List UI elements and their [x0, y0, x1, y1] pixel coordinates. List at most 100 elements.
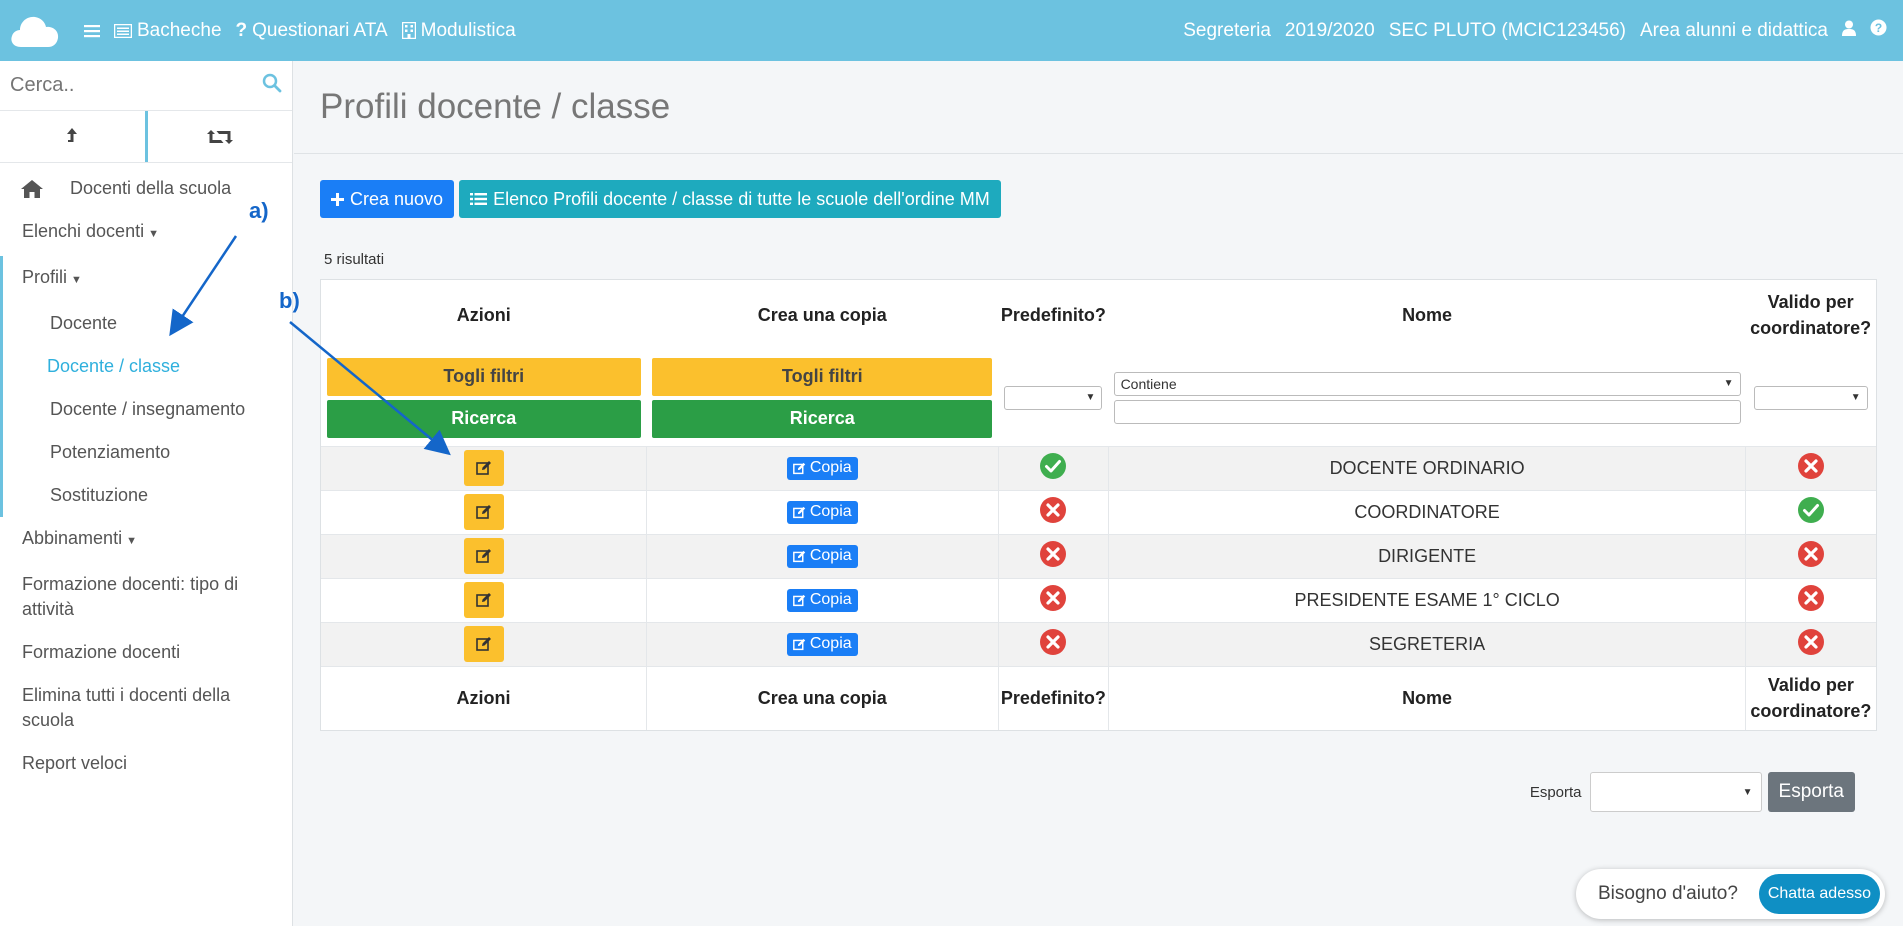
edit-button[interactable]: [463, 450, 504, 486]
col-header-azioni[interactable]: Azioni: [456, 305, 511, 325]
caret-down-icon: ▼: [1085, 392, 1096, 404]
sidebar-item-elenchi[interactable]: Elenchi docenti ▼: [0, 210, 292, 256]
sidebar-item-abbinamenti[interactable]: Abbinamenti ▼: [0, 517, 292, 563]
cell-predefinito: [997, 577, 1109, 622]
annotation-label-a: a): [249, 198, 269, 223]
sidebar-item-formazione[interactable]: Formazione docenti: [22, 642, 181, 662]
copy-button[interactable]: Copia: [786, 588, 858, 612]
export-label: Esporta: [1529, 783, 1582, 801]
sidebar-item-elimina[interactable]: Elimina tutti i docenti della scuola: [22, 685, 231, 730]
export-button[interactable]: Esporta: [1767, 772, 1855, 812]
sidebar-tabs: [0, 111, 292, 163]
sidebar-group-profili: Profili ▼ Docente Docente / classe Docent…: [0, 256, 292, 517]
clear-filters-button[interactable]: Togli filtri: [652, 357, 993, 396]
role-selector[interactable]: Segreteria: [1183, 19, 1271, 41]
cell-valido: [1744, 445, 1876, 490]
search-icon[interactable]: [262, 73, 282, 98]
copy-button-label: Copia: [809, 635, 852, 652]
tab-switch[interactable]: [148, 111, 293, 162]
sidebar-item-profili[interactable]: Profili ▼: [3, 256, 292, 302]
cell-predefinito: [997, 489, 1109, 534]
col-header-predefinito[interactable]: Predefinito?: [1000, 305, 1106, 325]
help-icon[interactable]: ?: [1870, 19, 1887, 42]
main-content: Profili docente / classe Crea nuovo Elen…: [294, 61, 1903, 926]
search-input[interactable]: [10, 74, 250, 97]
cell-nome: DOCENTE ORDINARIO: [1108, 445, 1746, 490]
question-icon: ?: [235, 19, 248, 41]
search-button[interactable]: Ricerca: [326, 399, 641, 438]
clear-filters-button[interactable]: Togli filtri: [326, 357, 641, 396]
profiles-table: Azioni Crea una copia Predefinito? Nome …: [320, 279, 1877, 731]
sidebar-item-docente-insegnamento[interactable]: Docente / insegnamento: [50, 399, 246, 419]
sidebar-item-docente-classe[interactable]: Docente / classe: [47, 356, 181, 376]
search-button[interactable]: Ricerca: [652, 399, 993, 438]
sidebar-item-home[interactable]: Docenti della scuola: [0, 167, 292, 210]
predefinito-filter-select[interactable]: ▼: [1004, 385, 1103, 410]
filter-row: Togli filtri Ricerca Togli filtri Ricerc…: [321, 350, 1876, 446]
col-footer-valido: Valido per coordinatore?: [1744, 665, 1876, 730]
cell-predefinito: [997, 533, 1109, 578]
export-format-select[interactable]: ▼: [1589, 772, 1762, 812]
create-new-button[interactable]: Crea nuovo: [320, 180, 455, 218]
edit-icon: [792, 638, 806, 651]
list-all-label: Elenco Profili docente / classe di tutte…: [493, 188, 990, 209]
col-footer-predefinito: Predefinito?: [997, 665, 1109, 730]
check-circle-icon: [1797, 496, 1825, 524]
edit-button[interactable]: [463, 494, 504, 530]
sidebar-item-formazione-tipo[interactable]: Formazione docenti: tipo di attività: [22, 574, 239, 619]
chat-now-button[interactable]: Chatta adesso: [1758, 874, 1880, 914]
sidebar-item-sostituzione[interactable]: Sostituzione: [50, 485, 149, 505]
x-circle-icon: [1039, 496, 1067, 524]
user-icon[interactable]: [1842, 20, 1856, 42]
school-selector[interactable]: SEC PLUTO (MCIC123456): [1388, 19, 1626, 41]
nav-questionari[interactable]: ? Questionari ATA: [236, 20, 388, 42]
menu-toggle-icon[interactable]: [84, 24, 100, 38]
create-new-label: Crea nuovo: [350, 188, 444, 209]
sidebar-item-report[interactable]: Report veloci: [22, 753, 128, 773]
cell-valido: [1744, 577, 1876, 622]
copy-button[interactable]: Copia: [786, 632, 858, 656]
edit-button[interactable]: [463, 538, 504, 574]
edit-button[interactable]: [463, 582, 504, 618]
col-header-valido[interactable]: Valido per coordinatore?: [1750, 292, 1872, 338]
nome-filter-input[interactable]: [1113, 399, 1741, 424]
edit-button[interactable]: [463, 626, 504, 662]
col-header-copia[interactable]: Crea una copia: [757, 305, 887, 325]
col-header-nome[interactable]: Nome: [1402, 305, 1453, 325]
x-circle-icon: [1797, 584, 1825, 612]
tab-up[interactable]: [0, 111, 148, 162]
sidebar-item-potenziamento[interactable]: Potenziamento: [50, 442, 171, 462]
nav-modulistica[interactable]: Modulistica: [401, 20, 516, 42]
cell-azioni: [321, 445, 647, 490]
cloud-logo-icon[interactable]: [0, 0, 70, 61]
caret-down-icon: ▼: [71, 274, 82, 286]
help-chat-widget: Bisogno d'aiuto? Chatta adesso: [1576, 869, 1885, 919]
x-circle-icon: [1039, 584, 1067, 612]
caret-down-icon: ▼: [126, 535, 137, 547]
cell-valido: [1744, 621, 1876, 666]
cell-nome: PRESIDENTE ESAME 1° CICLO: [1108, 577, 1746, 622]
copy-button[interactable]: Copia: [786, 544, 858, 568]
edit-icon: [475, 548, 492, 564]
sidebar: Docenti della scuola Elenchi docenti▼ Pr…: [0, 61, 293, 926]
year-selector[interactable]: 2019/2020: [1284, 19, 1375, 41]
col-footer-azioni: Azioni: [321, 665, 647, 730]
copy-button[interactable]: Copia: [786, 500, 858, 524]
cell-valido: [1744, 489, 1876, 534]
valido-filter-select[interactable]: ▼: [1753, 385, 1868, 410]
edit-icon: [475, 460, 492, 476]
area-selector[interactable]: Area alunni e didattica: [1639, 19, 1828, 41]
check-circle-icon: [1039, 452, 1067, 480]
page-header: Profili docente / classe: [294, 61, 1903, 154]
nav-bacheche[interactable]: Bacheche: [114, 20, 222, 42]
results-count: 5 risultati: [324, 251, 385, 268]
nome-operator-select[interactable]: Contiene ▼: [1113, 371, 1741, 396]
list-all-button[interactable]: Elenco Profili docente / classe di tutte…: [459, 180, 1001, 218]
cell-nome: SEGRETERIA: [1108, 621, 1746, 666]
edit-icon: [475, 636, 492, 652]
action-buttons: Crea nuovo Elenco Profili docente / clas…: [320, 180, 1001, 218]
sidebar-item-profili-label: Profili: [22, 267, 68, 287]
sidebar-item-docente[interactable]: Docente: [50, 313, 118, 333]
copy-button[interactable]: Copia: [786, 456, 858, 480]
cell-azioni: [321, 577, 647, 622]
